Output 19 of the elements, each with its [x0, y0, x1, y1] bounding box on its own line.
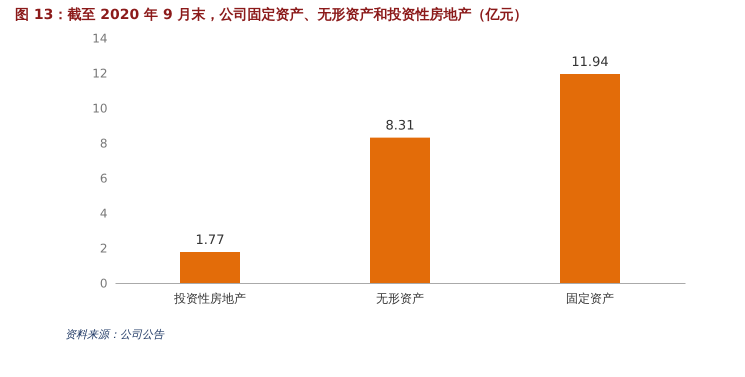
x-tick-label: 固定资产: [566, 292, 614, 306]
x-tick-label: 投资性房地产: [173, 292, 246, 306]
bar: [560, 74, 620, 283]
data-label: 11.94: [571, 55, 609, 70]
data-label: 8.31: [386, 118, 414, 134]
x-tick-label: 无形资产: [376, 292, 424, 306]
y-tick-label: 14: [92, 32, 108, 46]
data-label: 1.77: [196, 233, 224, 248]
bar: [180, 252, 240, 283]
y-tick-label: 8: [100, 136, 108, 150]
y-tick-label: 4: [100, 206, 108, 220]
text: 资料来源：公司公告: [65, 328, 165, 341]
y-tick-label: 10: [92, 102, 108, 116]
y-tick-label: 12: [92, 66, 108, 80]
y-tick-label: 0: [100, 276, 108, 290]
bar: [370, 138, 430, 283]
y-tick-label: 2: [100, 242, 108, 256]
y-tick-label: 6: [100, 172, 108, 186]
chart-title: 图 13：截至 2020 年 9 月末，公司固定资产、无形资产和投资性房地产（亿元）: [15, 6, 528, 23]
